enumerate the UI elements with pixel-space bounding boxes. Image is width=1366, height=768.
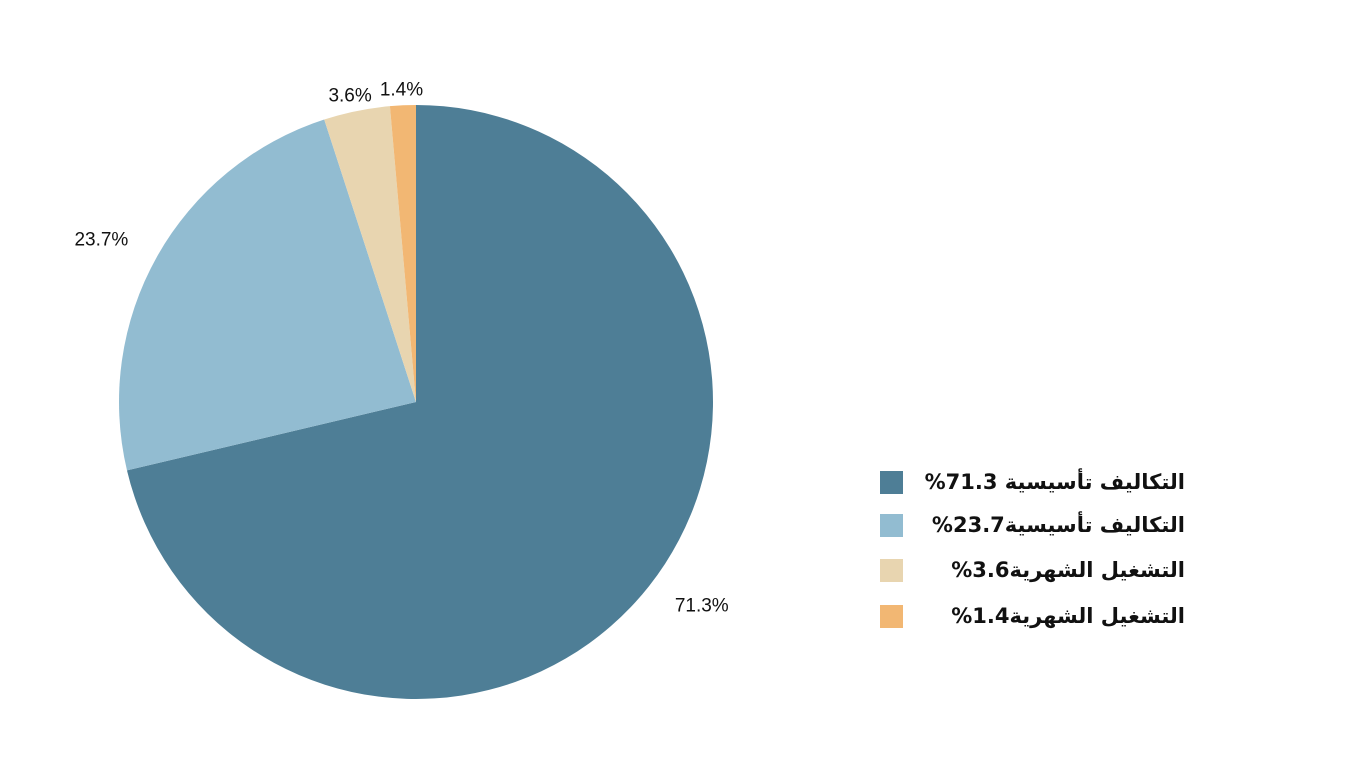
legend-swatch <box>880 471 903 494</box>
legend-swatch <box>880 514 903 537</box>
legend-swatch <box>880 559 903 582</box>
legend-label: التكاليف تأسيسية 71.3% <box>925 467 1185 494</box>
data-label: 3.6% <box>328 86 371 107</box>
data-label: 71.3% <box>675 596 729 617</box>
legend-label: التشغيل الشهرية3.6% <box>951 558 1185 582</box>
legend-swatch <box>880 605 903 628</box>
data-label: 23.7% <box>74 229 128 250</box>
legend-label: التكاليف تأسيسية23.7% <box>932 510 1185 537</box>
pie-slice <box>126 105 713 700</box>
pie-slice <box>119 119 416 471</box>
data-label: 1.4% <box>380 79 423 100</box>
pie-slice <box>324 106 416 402</box>
legend-label: التشغيل الشهرية1.4% <box>951 604 1185 628</box>
pie-slice <box>389 105 416 402</box>
